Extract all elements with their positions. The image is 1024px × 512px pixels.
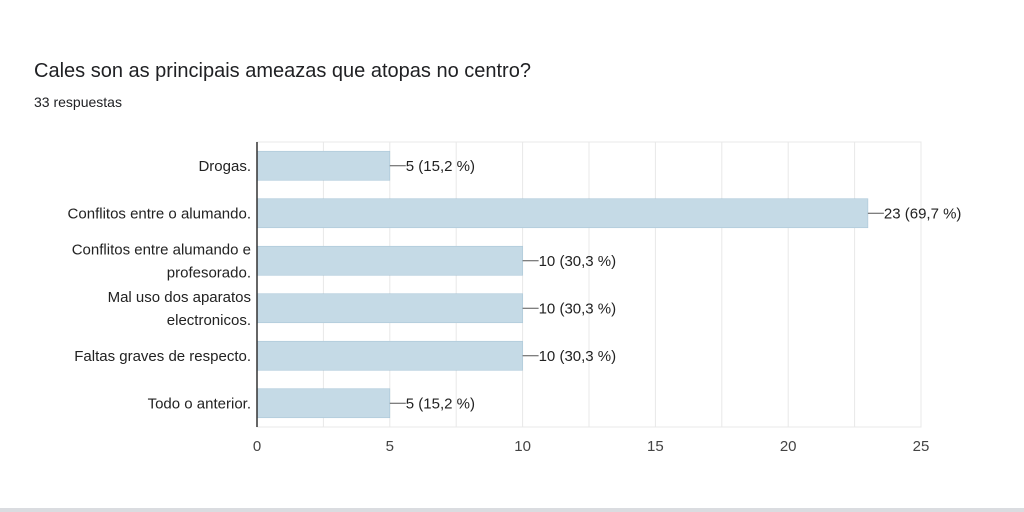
category-label: Conflitos entre alumando e (72, 241, 251, 258)
category-label: electronicos. (167, 312, 251, 329)
category-label: Drogas. (198, 158, 251, 175)
bar (256, 150, 391, 181)
bar (256, 293, 523, 324)
bar (256, 340, 523, 371)
data-label: 23 (69,7 %) (884, 205, 962, 222)
axes: 0 5 10 15 20 25 Drogas. Conflitos entre o aluma… (68, 142, 930, 455)
data-label: 10 (30,3 %) (539, 253, 617, 270)
category-label: profesorado. (167, 264, 251, 281)
response-count: 33 respuestas (34, 94, 122, 110)
bar (256, 198, 869, 229)
category-label: Todo o anterior. (148, 395, 251, 412)
x-tick-label: 25 (913, 438, 930, 455)
x-tick-label: 0 (253, 438, 261, 455)
data-label: 10 (30,3 %) (539, 300, 617, 317)
category-label: Conflitos entre o alumando. (68, 205, 251, 222)
data-label: 10 (30,3 %) (539, 348, 617, 365)
x-tick-label: 15 (647, 438, 664, 455)
gridlines (256, 141, 922, 428)
bar (256, 388, 391, 419)
bar (256, 245, 523, 276)
bars: 5 (15,2 %) 23 (69,7 %) 10 (30,3 %) 10 (30,3… (256, 150, 962, 419)
data-label: 5 (15,2 %) (406, 158, 475, 175)
category-label: Faltas graves de respecto. (74, 348, 251, 365)
x-tick-label: 10 (514, 438, 531, 455)
chart-title: Cales son as principais ameazas que atop… (34, 60, 531, 82)
data-label: 5 (15,2 %) (406, 395, 475, 412)
x-tick-label: 5 (386, 438, 394, 455)
x-tick-label: 20 (780, 438, 797, 455)
bottom-divider (0, 508, 1024, 512)
category-label: Mal uso dos aparatos (108, 289, 251, 306)
